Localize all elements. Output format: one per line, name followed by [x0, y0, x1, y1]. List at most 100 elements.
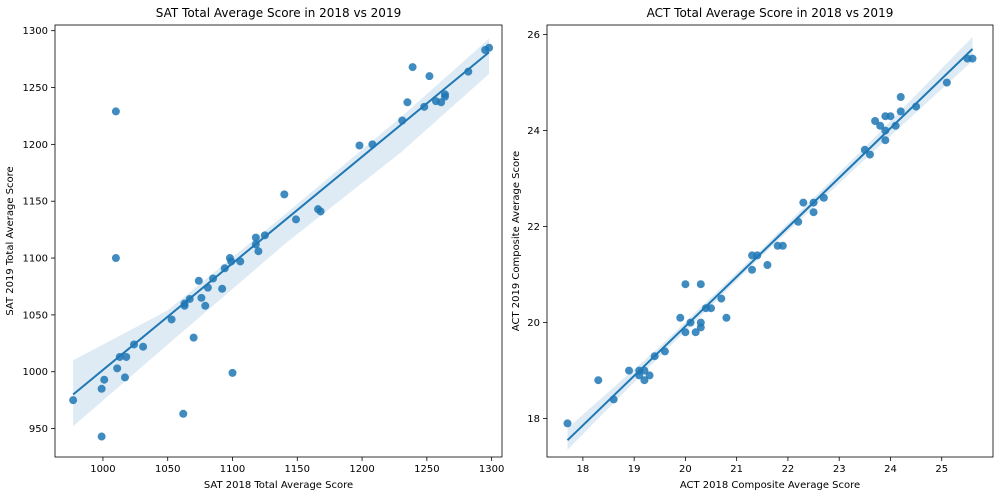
data-point — [100, 375, 109, 384]
data-point — [291, 215, 300, 224]
data-point — [886, 112, 895, 121]
regression-line — [72, 51, 490, 396]
y-axis-label: ACT 2019 Composite Average Score — [511, 151, 522, 331]
chart-act: ACT Total Average Score in 2018 vs 2019 1… — [511, 6, 994, 491]
data-point — [111, 254, 120, 263]
data-point — [753, 251, 762, 260]
data-point — [942, 78, 951, 87]
data-point — [707, 304, 716, 313]
y-axis-label: SAT 2019 Total Average Score — [5, 166, 16, 315]
y-tick-label: 1200 — [23, 140, 48, 151]
data-point — [194, 276, 203, 285]
data-point — [139, 342, 148, 351]
data-point — [254, 247, 263, 256]
x-tick-label: 23 — [833, 464, 846, 475]
data-point — [625, 366, 634, 375]
x-tick-label: 1250 — [414, 464, 439, 475]
data-point — [594, 376, 603, 385]
chart-title: ACT Total Average Score in 2018 vs 2019 — [647, 6, 894, 20]
data-point — [113, 364, 122, 373]
y-tick-label: 24 — [527, 126, 540, 137]
confidence-band — [73, 38, 490, 427]
x-tick-label: 1100 — [220, 464, 245, 475]
data-point — [799, 198, 808, 207]
data-point — [681, 328, 690, 337]
data-point — [881, 136, 890, 145]
data-point — [97, 432, 106, 441]
data-point — [403, 98, 412, 107]
data-point — [865, 150, 874, 159]
y-tick-label: 1300 — [23, 26, 48, 37]
data-point — [440, 90, 449, 99]
data-point — [696, 280, 705, 289]
data-point — [778, 241, 787, 250]
data-point — [891, 121, 900, 130]
data-point — [437, 98, 446, 107]
data-point — [201, 301, 210, 310]
x-tick-label: 25 — [935, 464, 948, 475]
data-point — [681, 280, 690, 289]
x-tick-label: 19 — [628, 464, 641, 475]
x-axis-label: ACT 2018 Composite Average Score — [680, 480, 860, 491]
y-tick-label: 18 — [527, 414, 540, 425]
data-point — [896, 107, 905, 116]
x-tick-label: 1000 — [90, 464, 115, 475]
axes-frame — [54, 24, 503, 458]
data-point — [97, 384, 106, 393]
x-axis-label: SAT 2018 Total Average Score — [204, 480, 353, 491]
data-point — [871, 117, 880, 125]
axes-frame — [546, 24, 994, 458]
x-tick-label: 1300 — [479, 464, 504, 475]
data-point — [122, 352, 131, 361]
data-point — [355, 141, 364, 150]
data-point — [896, 93, 905, 101]
x-tick-label: 1050 — [155, 464, 180, 475]
y-tick-label: 1250 — [23, 83, 48, 94]
data-point — [251, 233, 260, 242]
data-point — [748, 265, 757, 274]
data-point — [408, 63, 417, 72]
data-point — [464, 67, 473, 76]
data-point — [111, 107, 120, 116]
y-tick-label: 1150 — [23, 197, 48, 208]
y-tick-label: 26 — [527, 30, 540, 41]
data-point — [640, 376, 649, 385]
data-point — [189, 333, 198, 342]
y-tick-label: 950 — [29, 424, 48, 435]
data-point — [563, 419, 572, 428]
x-tick-label: 21 — [730, 464, 743, 475]
data-point — [691, 328, 700, 337]
x-tick-label: 24 — [884, 464, 897, 475]
data-point — [722, 313, 731, 322]
data-point — [280, 190, 289, 199]
data-point — [809, 208, 818, 217]
data-point — [167, 315, 176, 324]
y-tick-label: 1100 — [23, 254, 48, 265]
data-point — [69, 396, 78, 405]
data-point — [228, 368, 237, 377]
chart-title: SAT Total Average Score in 2018 vs 2019 — [156, 6, 401, 20]
y-tick-label: 1000 — [23, 367, 48, 378]
data-point — [763, 261, 772, 269]
data-point — [876, 121, 885, 130]
data-point — [676, 313, 685, 322]
x-tick-label: 20 — [679, 464, 692, 475]
regression-line — [566, 48, 974, 441]
data-point — [120, 373, 129, 382]
data-point — [218, 284, 227, 293]
data-point — [316, 207, 325, 216]
data-point — [485, 43, 494, 52]
data-point — [717, 294, 726, 303]
x-tick-label: 1150 — [285, 464, 310, 475]
data-point — [645, 371, 654, 380]
x-tick-label: 1200 — [349, 464, 374, 475]
data-point — [425, 72, 434, 81]
x-tick-label: 18 — [577, 464, 590, 475]
data-point — [968, 54, 977, 63]
x-tick-label: 22 — [782, 464, 795, 475]
data-point — [696, 318, 705, 327]
chart-sat: SAT Total Average Score in 2018 vs 2019 1… — [5, 6, 504, 491]
data-point — [179, 409, 188, 418]
y-tick-label: 22 — [527, 222, 540, 233]
